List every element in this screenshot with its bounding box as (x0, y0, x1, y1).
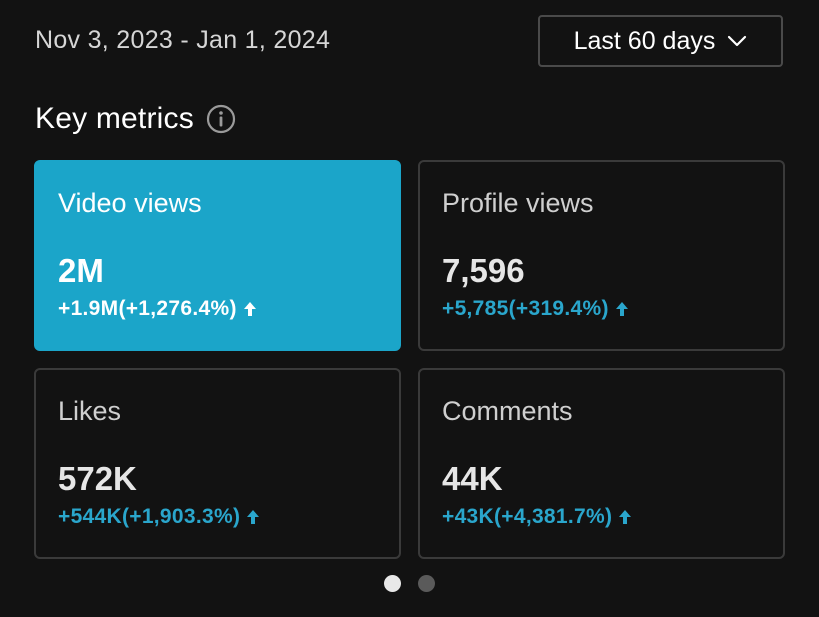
arrow-up-icon (618, 509, 632, 525)
metric-change: +43K(+4,381.7%) (442, 505, 632, 529)
pagination-dot-1[interactable] (384, 575, 401, 592)
metric-label: Likes (58, 396, 122, 426)
metric-change-text: +43K(+4,381.7%) (442, 505, 613, 528)
section-header: Key metrics (35, 102, 236, 136)
metric-change-text: +544K(+1,903.3%) (58, 505, 241, 528)
period-dropdown[interactable]: Last 60 days (538, 15, 783, 67)
pagination-dots (384, 575, 435, 592)
metric-value: 7,596 (442, 252, 525, 289)
metric-value: 2M (58, 252, 104, 289)
info-icon[interactable] (206, 104, 236, 134)
metric-value: 572K (58, 460, 137, 497)
metric-value: 44K (442, 460, 503, 497)
metric-card-comments[interactable]: Comments 44K +43K(+4,381.7%) (418, 368, 785, 559)
metric-card-profile-views[interactable]: Profile views 7,596 +5,785(+319.4%) (418, 160, 785, 351)
metric-change-text: +1.9M(+1,276.4%) (58, 297, 237, 320)
section-title: Key metrics (35, 102, 194, 135)
arrow-up-icon (615, 301, 629, 317)
chevron-down-icon (727, 35, 747, 47)
metric-change-text: +5,785(+319.4%) (442, 297, 609, 320)
metric-card-video-views[interactable]: Video views 2M +1.9M(+1,276.4%) (34, 160, 401, 351)
date-range-label: Nov 3, 2023 - Jan 1, 2024 (35, 26, 331, 54)
metric-card-likes[interactable]: Likes 572K +544K(+1,903.3%) (34, 368, 401, 559)
metric-change: +5,785(+319.4%) (442, 297, 629, 321)
metric-change: +544K(+1,903.3%) (58, 505, 260, 529)
metric-label: Comments (442, 396, 573, 426)
metric-change: +1.9M(+1,276.4%) (58, 297, 257, 321)
arrow-up-icon (243, 301, 257, 317)
pagination-dot-2[interactable] (418, 575, 435, 592)
arrow-up-icon (246, 509, 260, 525)
metric-label: Profile views (442, 188, 594, 218)
metric-label: Video views (58, 188, 202, 218)
period-dropdown-label: Last 60 days (573, 26, 716, 55)
